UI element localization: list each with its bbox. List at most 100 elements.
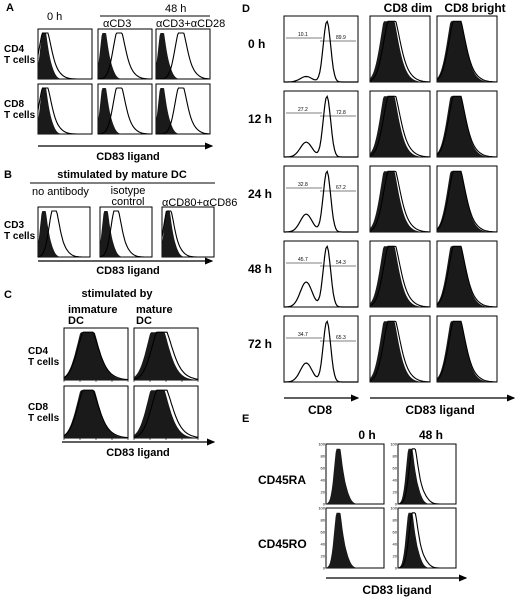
panelC-hist-0 (63, 327, 129, 382)
panelD-cd83-r2-c0-line (369, 170, 430, 233)
panelC-row-cd4-l2: T cells (28, 357, 60, 368)
panelB-hist-c2-line (161, 210, 214, 258)
panelA-row-cd8-l1: CD8 (4, 99, 24, 110)
panelE-hist-1-ytick: 40 (393, 478, 398, 483)
panelA-hist-r1-c2 (155, 83, 211, 135)
panelD-row-12h: 12 h (248, 112, 272, 126)
panelC-row-cd8: CD8 T cells (28, 402, 60, 424)
panelC-hist-1-filled (134, 332, 198, 380)
panelD-cd83-r3-c1-filled (437, 246, 497, 307)
panelD-cd83-r0-c0-line (369, 20, 430, 83)
panelE-col-48h: 48 h (419, 428, 443, 442)
panelB-hist-c2-filled (162, 211, 214, 257)
panelE-hist-0-filled (326, 448, 384, 504)
panelB-hist-c1 (99, 206, 153, 258)
panelE-hist-0-ytick: 60 (321, 466, 326, 471)
panelE-row-cd45ro: CD45RO (258, 537, 307, 551)
panelA-hist-r1-c0-line (37, 87, 92, 135)
panelD-cd8-0-pct-bright: 89.9 (336, 35, 346, 41)
panelD-cd83-r4-c1-line (436, 320, 497, 383)
panelC-row-cd4: CD4 T cells (28, 346, 60, 368)
panelA-hist-r1-c2-filled (156, 88, 210, 134)
panelB-row-cd3-l1: CD3 (4, 220, 24, 231)
panelE-hist-2-ytick: 20 (321, 554, 326, 559)
panelE-hist-2-ytick: 0 (323, 566, 326, 571)
panelD-cd8-4: 34.7 65.3 (283, 315, 359, 383)
panelD-cd8-0-pct-dim: 10.1 (298, 32, 308, 38)
panelC-hist-2-line (63, 389, 128, 439)
panelB-hist-c0-filled (38, 211, 90, 257)
panelD-cd83-r0-c1-filled (437, 21, 497, 82)
panelE-hist-0: 0 20 40 60 80 100 (318, 442, 385, 507)
panelD-cd83-r2-c0 (369, 165, 431, 233)
panelD-cd83-r1-c1-filled (437, 96, 497, 157)
panelC-hist-2 (63, 385, 129, 440)
panelE-hist-0-ytick: 0 (323, 502, 326, 507)
panelC-hist-0-filled (64, 332, 128, 380)
panelE-col-0h: 0 h (358, 428, 375, 442)
panelD-cd8-1-pct-dim: 27.2 (298, 107, 308, 113)
panelA-col-acd3: αCD3 (103, 18, 131, 30)
panel-label-A: A (6, 2, 14, 14)
panelE-hist-0-ytick: 20 (321, 490, 326, 495)
panelC-hist-1-line (133, 331, 199, 380)
panelD-cd83-r0-c0 (369, 15, 431, 83)
panelC-col-immature-l2: DC (68, 315, 84, 327)
panelB-xlabel: CD83 ligand (96, 265, 160, 277)
panel-label-D: D (242, 3, 250, 15)
panelD-cd83-r2-c1-filled (437, 171, 497, 232)
panelD-cd83-r3-c1-line (436, 245, 497, 308)
panelA-hist-r1-c0 (37, 83, 93, 135)
panelE-hist-3-ytick: 60 (393, 530, 398, 535)
panelA-hist-r0-c2-filled (156, 33, 210, 79)
panelB-col-acd80cd86: αCD80+αCD86 (162, 197, 237, 209)
panelA-hist-r1-c2-line (156, 87, 210, 135)
panelD-cd8-1: 27.2 72.8 (283, 90, 359, 158)
panelC-row-cd8-l2: T cells (28, 413, 60, 424)
panelE-hist-0-ytick: 80 (321, 454, 326, 459)
panelE-hist-1-ytick: 80 (393, 454, 398, 459)
panelC-histograms (63, 327, 199, 440)
panelD-cd8-3-line (284, 244, 358, 308)
panelA-col-acd3cd28: αCD3+αCD28 (156, 18, 225, 30)
panelB-col-noab: no antibody (32, 186, 89, 198)
panel-label-B: B (4, 169, 12, 181)
panelD-row-48h: 48 h (248, 262, 272, 276)
panelD-cd8-2-frame (283, 165, 359, 233)
panelE-hist-3-ytick: 80 (393, 518, 398, 523)
panelE-xlabel: CD83 ligand (362, 583, 431, 597)
panelA-row-cd4: CD4 T cells (4, 44, 36, 66)
panelB-row-cd3: CD3 T cells (4, 220, 36, 242)
panelD-cd83-r3-c0-line (369, 245, 430, 308)
panelD-cd83-r4-c1-filled (437, 321, 497, 382)
panelD-xlabel-left: CD8 (308, 403, 332, 417)
panelD-histograms: 10.1 89.9 27.2 72.8 32.8 67.2 45.7 54.3 34.7 65.3 (283, 15, 498, 383)
panelC-row-cd4-l1: CD4 (28, 346, 48, 357)
panelA-row-cd4-l2: T cells (4, 55, 36, 66)
panelE-hist-2: 0 20 40 60 80 100 (318, 506, 385, 571)
panelE-hist-2-ytick: 100 (318, 506, 325, 511)
panelD-cd83-r4-c0 (369, 315, 431, 383)
panelD-cd8-0-frame (283, 15, 359, 83)
panelE-hist-1-line (398, 448, 456, 505)
panelD-cd8-3-pct-bright: 54.3 (336, 260, 346, 266)
panelE-hist-1-ytick: 0 (395, 502, 398, 507)
panelA-hist-r0-c0-line (37, 32, 92, 80)
panelD-cd83-r2-c1-line (436, 170, 497, 233)
panelD-cd8-0: 10.1 89.9 (283, 15, 359, 83)
panelB-histograms (37, 206, 215, 258)
panelE-histograms: 0204060801000204060801000204060801000204… (318, 442, 457, 571)
panelD-cd83-r4-c1 (436, 315, 498, 383)
panelE-hist-3-line (398, 512, 456, 569)
panelA-hist-r0-c1 (97, 28, 153, 80)
panelD-col-bright: CD8 bright (444, 1, 505, 15)
panelB-hist-c0 (37, 206, 91, 258)
panelA-hist-r1-c1 (97, 83, 153, 135)
panelC-col-immature-l1: immature (68, 304, 118, 316)
panelC-row-cd8-l1: CD8 (28, 402, 48, 413)
panelD-cd83-r1-c0-line (369, 95, 430, 158)
panelD-cd8-4-pct-bright: 65.3 (336, 335, 346, 341)
panelD-cd8-4-frame (283, 315, 359, 383)
panelD-cd8-4-line (284, 319, 358, 383)
panelD-row-24h: 24 h (248, 187, 272, 201)
